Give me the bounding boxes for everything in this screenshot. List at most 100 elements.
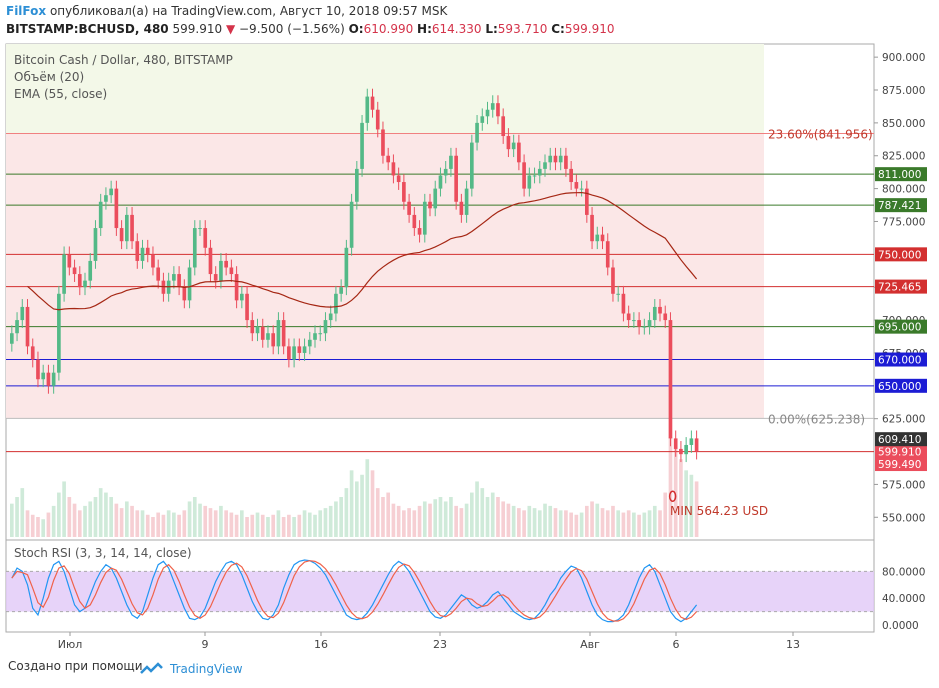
candle [140,247,145,261]
candle [396,175,401,183]
level-tag [875,444,927,459]
candle [292,346,296,360]
price-tick-label: 550.000 [882,512,925,524]
ema-line [27,191,698,311]
chart-title: Bitcoin Cash / Dollar, 480, BITSTAMP [14,53,233,67]
volume-bar [46,512,51,537]
time-tick-label: 13 [786,638,800,651]
volume-bar [673,448,678,537]
volume-bar [104,492,108,537]
volume-bar [668,437,673,537]
candle [626,313,631,321]
author-name[interactable]: FilFox [6,4,47,18]
volume-bar [219,505,223,537]
candle [475,122,479,143]
candle [344,247,349,288]
candle [135,241,140,261]
candle [616,293,621,295]
volume-bar [391,503,396,537]
candle [558,155,563,163]
price-tick-label: 900.000 [882,52,925,64]
candle [260,326,265,340]
candle [67,254,72,268]
candle [464,188,469,215]
candle [187,267,192,301]
candle [119,228,124,242]
high-value: 614.330 [431,22,482,36]
last-price: 599.910 [172,22,223,36]
volume-bar [271,514,276,537]
volume-bar [250,514,255,537]
candle [323,320,328,334]
candle [224,260,228,268]
candle [412,214,417,229]
candle [663,313,668,321]
price-tag-label: 599.490 [878,459,921,471]
candle [590,214,594,242]
price-chart[interactable]: 23.60%(841.956) 0.00%(625.238) 900.000 875.… [0,0,939,656]
tradingview-brand: TradingView [169,662,243,676]
volume-bar [464,503,469,537]
candle [511,142,516,150]
volume-bar [177,514,181,537]
candle [287,346,291,360]
level-tag [875,352,927,367]
candle [506,136,511,150]
volume-bar [621,512,626,537]
volume-bar [459,508,464,537]
candle [443,168,448,176]
candle [585,188,589,215]
time-tick-label: Июл [58,638,83,651]
time-tick-label: 23 [433,638,447,651]
candle [250,320,255,334]
candle [51,372,56,386]
candle [271,333,276,347]
level-tag [875,198,927,213]
candle [658,306,662,314]
volume-bar [234,514,239,537]
candle [684,444,688,455]
candle [375,109,380,130]
volume-bar [135,510,140,537]
candle [234,274,239,301]
volume-bar [558,510,563,537]
candle [114,188,119,229]
candle [318,333,323,335]
candle [83,280,87,288]
volume-bar [67,497,72,537]
candle [428,201,432,209]
candle [381,129,385,156]
candle [438,175,443,189]
tradingview-logo[interactable]: TradingView [140,660,270,680]
volume-bar [130,505,134,537]
price-tick-label: 775.000 [882,216,925,228]
volume-bar [522,510,526,537]
candle [302,346,307,353]
candle [192,228,197,268]
volume-bar [480,488,485,537]
candle [182,287,187,301]
volume-bar [260,514,265,537]
candle [36,359,40,380]
stoch-band [6,571,874,612]
volume-bar [355,481,359,537]
volume-bar [470,492,474,537]
volume-bar [396,505,401,537]
volume-bar [564,510,568,537]
fib-zone-lower [6,133,764,419]
volume-bar [611,505,615,537]
candle [433,188,438,209]
candle [72,267,77,275]
level-tag-label: 787.421 [878,200,921,212]
candle [611,267,615,294]
volume-bar [15,497,19,537]
volume-bar [93,497,98,537]
volume-bar [151,517,155,537]
volume-bar [297,514,302,537]
volume-bar [433,499,438,537]
volume-bar [506,503,511,537]
candle [600,234,605,242]
candle [307,339,312,347]
volume-bar [192,497,197,537]
volume-bar [501,501,506,537]
